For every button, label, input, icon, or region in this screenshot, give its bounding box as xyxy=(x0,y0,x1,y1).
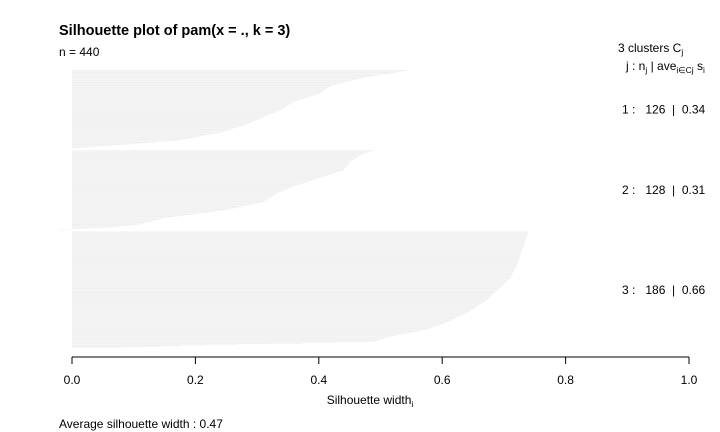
cluster-1-bars xyxy=(72,70,409,149)
cluster-2-summary: 2 : 128 | 0.31 xyxy=(622,183,706,197)
cluster-row-labels: 1 : 126 | 0.34 2 : 128 | 0.31 3 : 186 | 0.… xyxy=(622,102,706,296)
cluster-3-bars xyxy=(72,231,529,348)
n-label: n = 440 xyxy=(59,45,100,59)
silhouette-bars xyxy=(59,70,529,348)
x-tick-label: 0.0 xyxy=(64,373,81,387)
average-silhouette-footer: Average silhouette width : 0.47 xyxy=(59,417,223,431)
x-tick-label: 0.2 xyxy=(187,373,204,387)
x-tick-label: 0.6 xyxy=(434,373,451,387)
cluster-2-bars xyxy=(59,150,375,231)
cluster-header: 3 clusters Cj j : nj | avei∈Cj si xyxy=(618,41,705,75)
x-axis: 0.0 0.2 0.4 0.6 0.8 1.0 xyxy=(64,356,698,387)
column-heading: j : nj | avei∈Cj si xyxy=(625,59,705,75)
cluster-1-summary: 1 : 126 | 0.34 xyxy=(622,102,706,116)
x-tick-label: 0.4 xyxy=(310,373,327,387)
x-axis-label: Silhouette widthi xyxy=(327,393,414,409)
x-tick-label: 0.8 xyxy=(557,373,574,387)
clusters-heading: 3 clusters Cj xyxy=(618,41,683,57)
chart-title: Silhouette plot of pam(x = ., k = 3) xyxy=(59,23,290,39)
x-tick-label: 1.0 xyxy=(681,373,698,387)
cluster-3-summary: 3 : 186 | 0.66 xyxy=(622,283,706,297)
